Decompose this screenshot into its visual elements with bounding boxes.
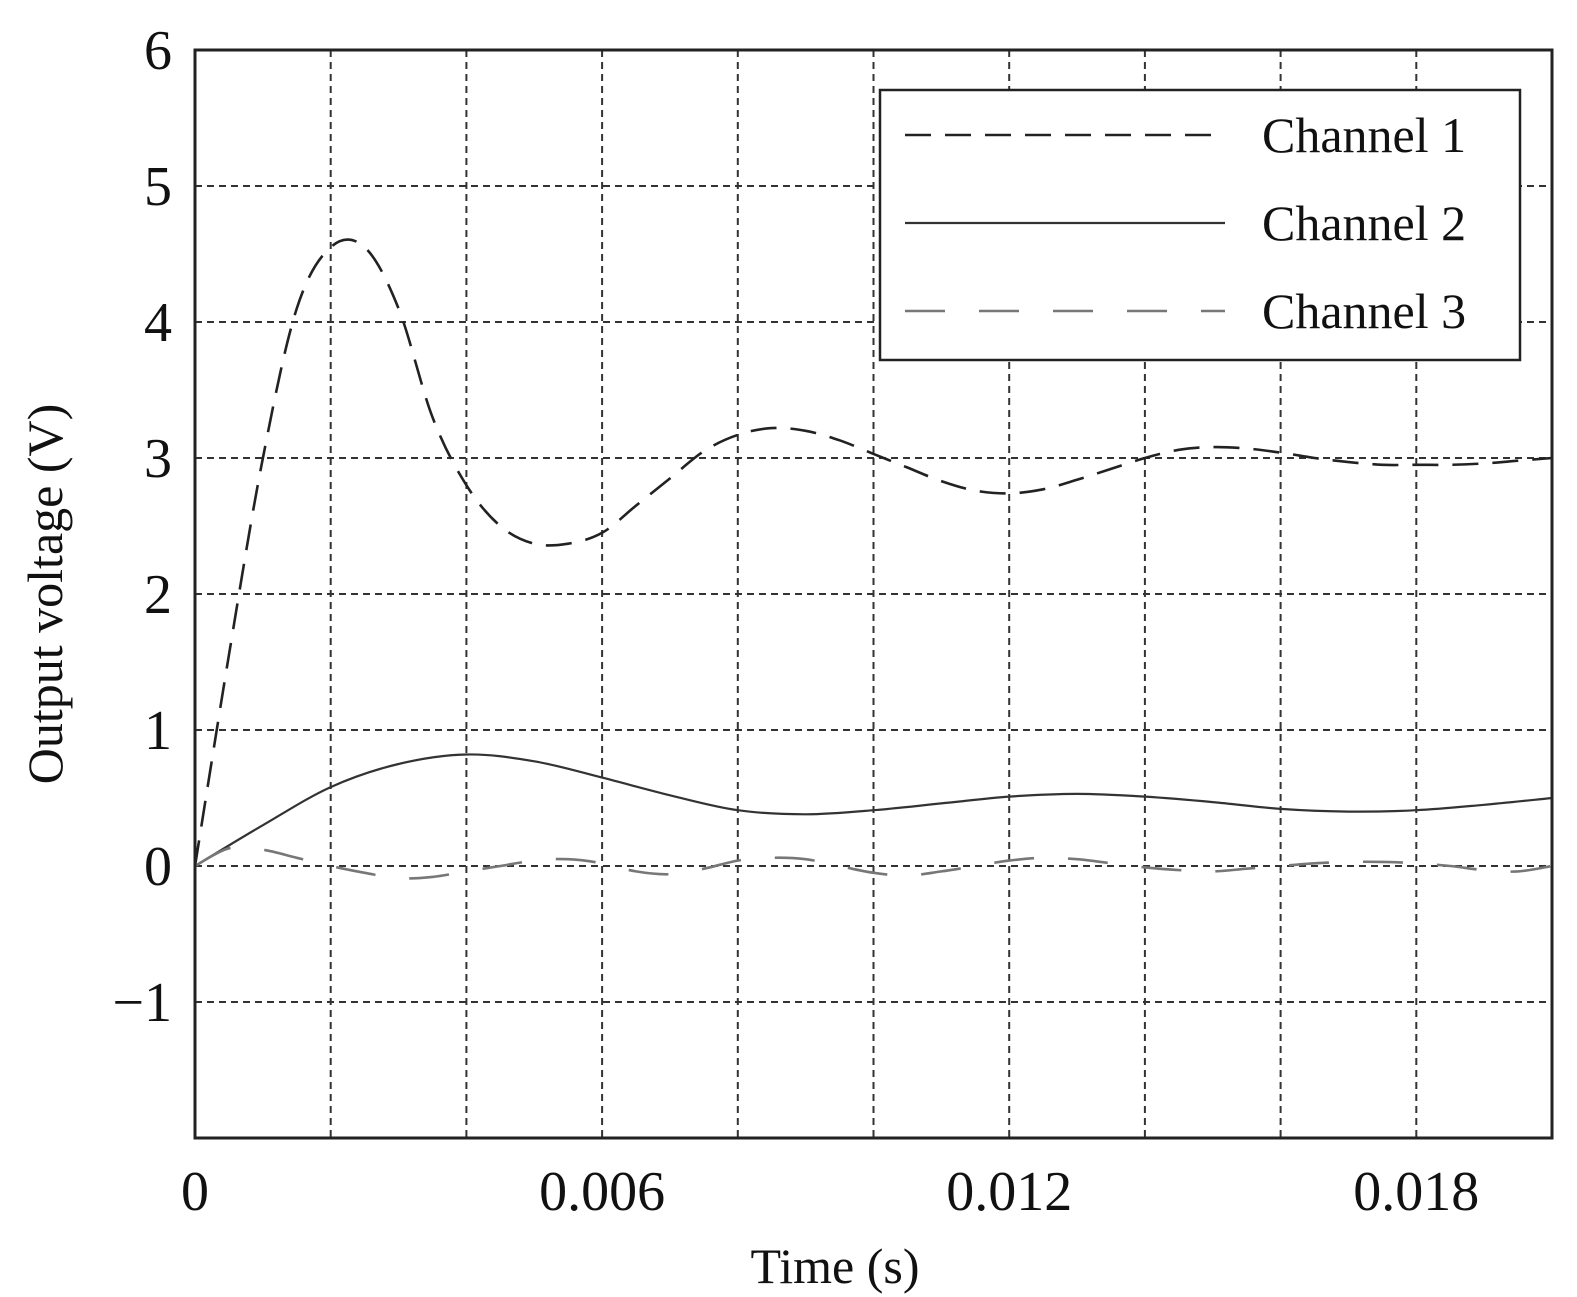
y-tick-label: −1: [112, 972, 172, 1034]
y-tick-label: 5: [144, 156, 172, 218]
y-tick-labels: 6 5 4 3 2 1 0 −1: [112, 20, 172, 1034]
series-line-channel-2: [194, 753, 1553, 867]
x-tick-labels: 0 0.006 0.012 0.018: [181, 1161, 1479, 1223]
legend-label: Channel 1: [1262, 107, 1466, 163]
y-axis-label: Output voltage (V): [17, 404, 73, 784]
y-tick-label: 3: [144, 428, 172, 490]
series-line-channel-1: [193, 238, 1553, 867]
legend: Channel 1 Channel 2 Channel 3: [878, 88, 1522, 362]
x-axis-label: Time (s): [750, 1238, 919, 1294]
x-tick-label: 0.018: [1353, 1161, 1479, 1223]
y-tick-label: 6: [144, 20, 172, 82]
y-tick-label: 1: [144, 700, 172, 762]
x-tick-label: 0.012: [946, 1161, 1072, 1223]
y-tick-label: 0: [144, 836, 172, 898]
legend-items: Channel 1 Channel 2 Channel 3: [905, 107, 1466, 339]
y-tick-label: 2: [144, 564, 172, 626]
x-tick-label: 0: [181, 1161, 209, 1223]
y-tick-label: 4: [144, 292, 172, 354]
x-tick-label: 0.006: [539, 1161, 665, 1223]
legend-label: Channel 2: [1262, 195, 1466, 251]
series-line-channel-3: [194, 845, 1553, 880]
legend-label: Channel 3: [1262, 283, 1466, 339]
series-lines: [193, 238, 1553, 880]
plot-frame: [193, 48, 1554, 1140]
